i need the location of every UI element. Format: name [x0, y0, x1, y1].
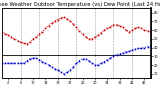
- Title: Milwaukee Weather Outdoor Temperature (vs) Dew Point (Last 24 Hours): Milwaukee Weather Outdoor Temperature (v…: [0, 2, 160, 7]
